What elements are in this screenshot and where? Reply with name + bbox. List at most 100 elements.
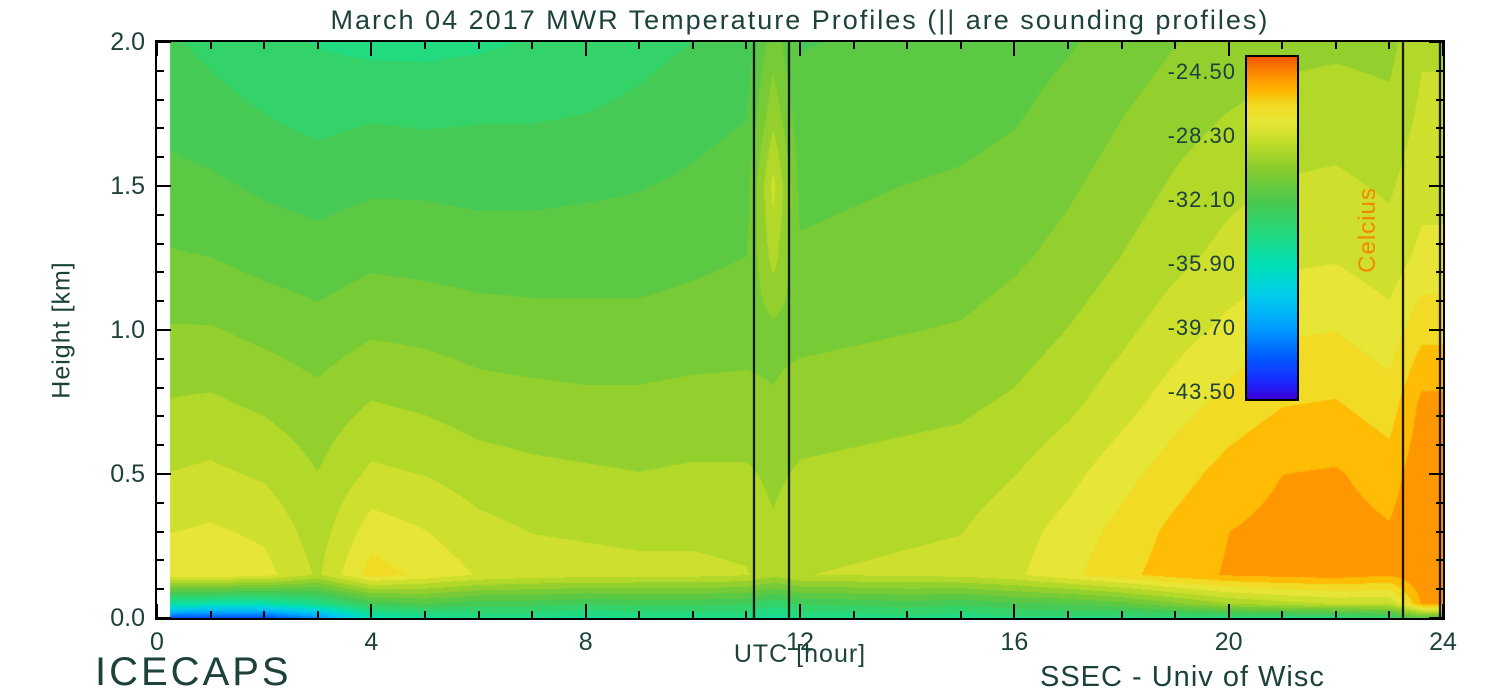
axis-tick [424,42,426,49]
axis-tick [1067,42,1069,49]
colorbar-tick-label: -32.10 [1167,187,1236,213]
axis-tick [585,42,587,56]
axis-tick [1013,604,1015,618]
colorbar-tick-label: -43.50 [1167,379,1236,405]
axis-tick [1335,42,1337,49]
axis-tick [157,415,164,417]
axis-tick [906,42,908,49]
axis-tick [1436,271,1443,273]
axis-tick [1228,604,1230,618]
axis-tick [1429,473,1443,475]
axis-tick [210,611,212,618]
axis-tick [157,444,164,446]
axis-tick [157,127,164,129]
axis-tick [1436,214,1443,216]
chart-title: March 04 2017 MWR Temperature Profiles (… [330,5,1270,35]
axis-tick [156,604,158,618]
axis-tick [1174,42,1176,49]
y-tick-label: 0.5 [110,460,145,488]
axis-tick [157,70,164,72]
axis-tick [638,42,640,49]
axis-tick [210,42,212,49]
axis-tick [1436,559,1443,561]
axis-tick [799,604,801,618]
y-tick-label: 1.5 [110,172,145,200]
axis-tick [531,611,533,618]
axis-tick [531,42,533,49]
axis-tick [1436,156,1443,158]
axis-tick [157,617,171,619]
axis-tick [157,531,164,533]
axis-tick [1388,611,1390,618]
axis-tick [745,611,747,618]
axis-tick [1281,611,1283,618]
axis-tick [1429,185,1443,187]
axis-tick [1067,611,1069,618]
axis-tick [1013,42,1015,56]
axis-tick [157,329,171,331]
axis-tick [1436,444,1443,446]
axis-tick [370,42,372,56]
axis-tick [1436,243,1443,245]
axis-tick [1429,329,1443,331]
x-tick-label: 8 [578,628,593,656]
axis-tick [157,358,164,360]
axis-tick [157,99,164,101]
axis-tick [478,42,480,49]
axis-tick [478,611,480,618]
axis-tick [799,42,801,56]
x-tick-label: 12 [786,628,814,656]
y-tick-label: 0.0 [110,604,145,632]
y-tick-label: 1.0 [110,316,145,344]
colorbar-tick-label: -35.90 [1167,251,1236,277]
axis-tick [1174,611,1176,618]
axis-tick [156,42,158,56]
axis-tick [906,611,908,618]
axis-tick [1436,127,1443,129]
heatmap-canvas [157,42,1443,618]
axis-tick [157,559,164,561]
axis-tick [1121,611,1123,618]
colorbar-gradient [1247,57,1297,399]
colorbar-tick-label: -39.70 [1167,315,1236,341]
y-tick-label: 2.0 [110,28,145,56]
axis-tick [1436,588,1443,590]
axis-tick [1442,42,1444,56]
axis-tick [960,42,962,49]
axis-tick [1436,70,1443,72]
x-tick-label: 16 [1000,628,1029,656]
axis-tick [157,156,164,158]
y-axis-title: Height [km] [47,261,76,399]
axis-tick [1436,415,1443,417]
axis-tick [1436,531,1443,533]
x-tick-label: 0 [150,628,164,656]
axis-tick [370,604,372,618]
axis-tick [1442,604,1444,618]
axis-tick [157,502,164,504]
axis-tick [263,42,265,49]
axis-tick [263,611,265,618]
axis-tick [1121,42,1123,49]
axis-tick [1436,300,1443,302]
axis-tick [317,42,319,49]
x-axis-title: UTC [hour] [733,640,867,668]
project-label-icecaps: ICECAPS [95,650,292,694]
axis-tick [157,41,171,43]
axis-tick [157,243,164,245]
axis-tick [692,611,694,618]
axis-tick [853,611,855,618]
axis-tick [1429,617,1443,619]
axis-tick [1429,41,1443,43]
axis-tick [157,271,164,273]
colorbar-tick-label: -28.30 [1167,123,1236,149]
axis-tick [692,42,694,49]
axis-tick [1436,358,1443,360]
axis-tick [585,604,587,618]
axis-tick [1228,42,1230,56]
axis-tick [638,611,640,618]
axis-tick [1436,99,1443,101]
axis-tick [317,611,319,618]
axis-tick [853,42,855,49]
axis-tick [1436,502,1443,504]
